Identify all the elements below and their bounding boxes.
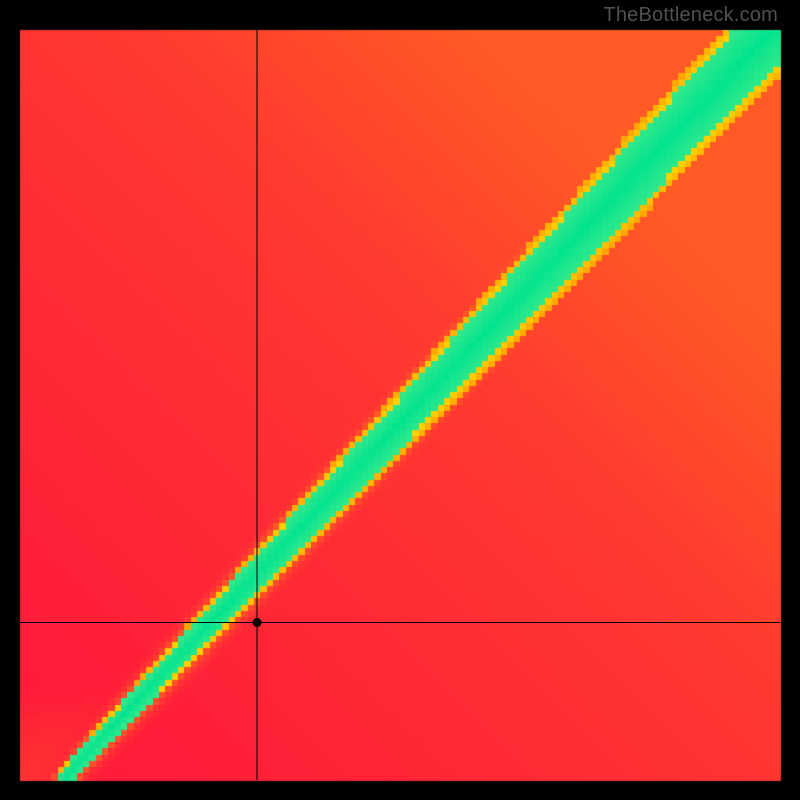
bottleneck-heatmap xyxy=(0,0,800,800)
chart-container: TheBottleneck.com xyxy=(0,0,800,800)
attribution-text: TheBottleneck.com xyxy=(603,4,778,27)
